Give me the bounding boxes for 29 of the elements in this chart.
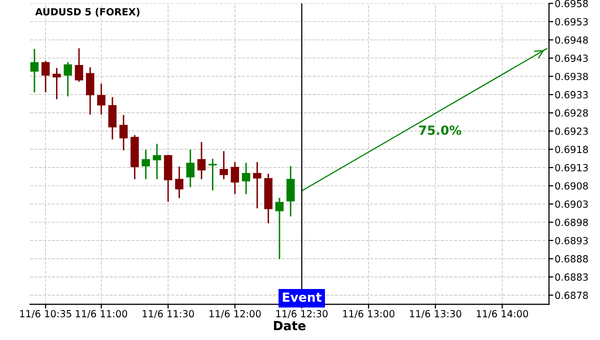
x-tick-label: 11/6 13:30 xyxy=(410,310,462,318)
x-tick-label: 11/6 12:30 xyxy=(276,310,328,318)
y-tick-label: 0.6893 xyxy=(555,236,588,244)
y-tick-label: 0.6933 xyxy=(555,91,588,98)
y-tick-label: 0.6928 xyxy=(555,109,588,117)
y-tick-label: 0.6913 xyxy=(555,164,588,172)
y-tick-label: 0.6903 xyxy=(555,200,588,208)
chart-title: AUDUSD 5 (FOREX) xyxy=(35,8,140,17)
y-tick-label: 0.6898 xyxy=(555,218,588,226)
y-tick-label: 0.6958 xyxy=(555,0,588,8)
x-tick-label: 11/6 12:00 xyxy=(210,310,261,318)
x-tick-label: 11/6 11:00 xyxy=(76,310,128,318)
y-tick-label: 0.6943 xyxy=(555,54,588,62)
x-axis-title: Date xyxy=(274,321,306,330)
y-tick-label: 0.6923 xyxy=(555,128,588,135)
x-tick-label: 11/6 10:35 xyxy=(20,310,72,318)
y-tick-label: 0.6938 xyxy=(555,72,588,80)
annotation: 75.0% xyxy=(419,125,462,135)
x-tick-label: 11/6 11:30 xyxy=(142,310,194,318)
x-tick-label: 11/6 13:00 xyxy=(343,310,394,318)
y-tick-label: 0.6953 xyxy=(555,18,588,26)
ref-line-label: Event xyxy=(282,292,322,302)
y-tick-label: 0.6883 xyxy=(555,273,588,281)
y-tick-label: 0.6948 xyxy=(555,36,588,44)
x-tick-label: 11/6 14:00 xyxy=(476,310,528,318)
y-tick-label: 0.6918 xyxy=(555,146,588,154)
y-tick-label: 0.6878 xyxy=(555,292,588,300)
y-tick-label: 0.6888 xyxy=(555,255,588,263)
y-tick-label: 0.6908 xyxy=(555,182,588,190)
